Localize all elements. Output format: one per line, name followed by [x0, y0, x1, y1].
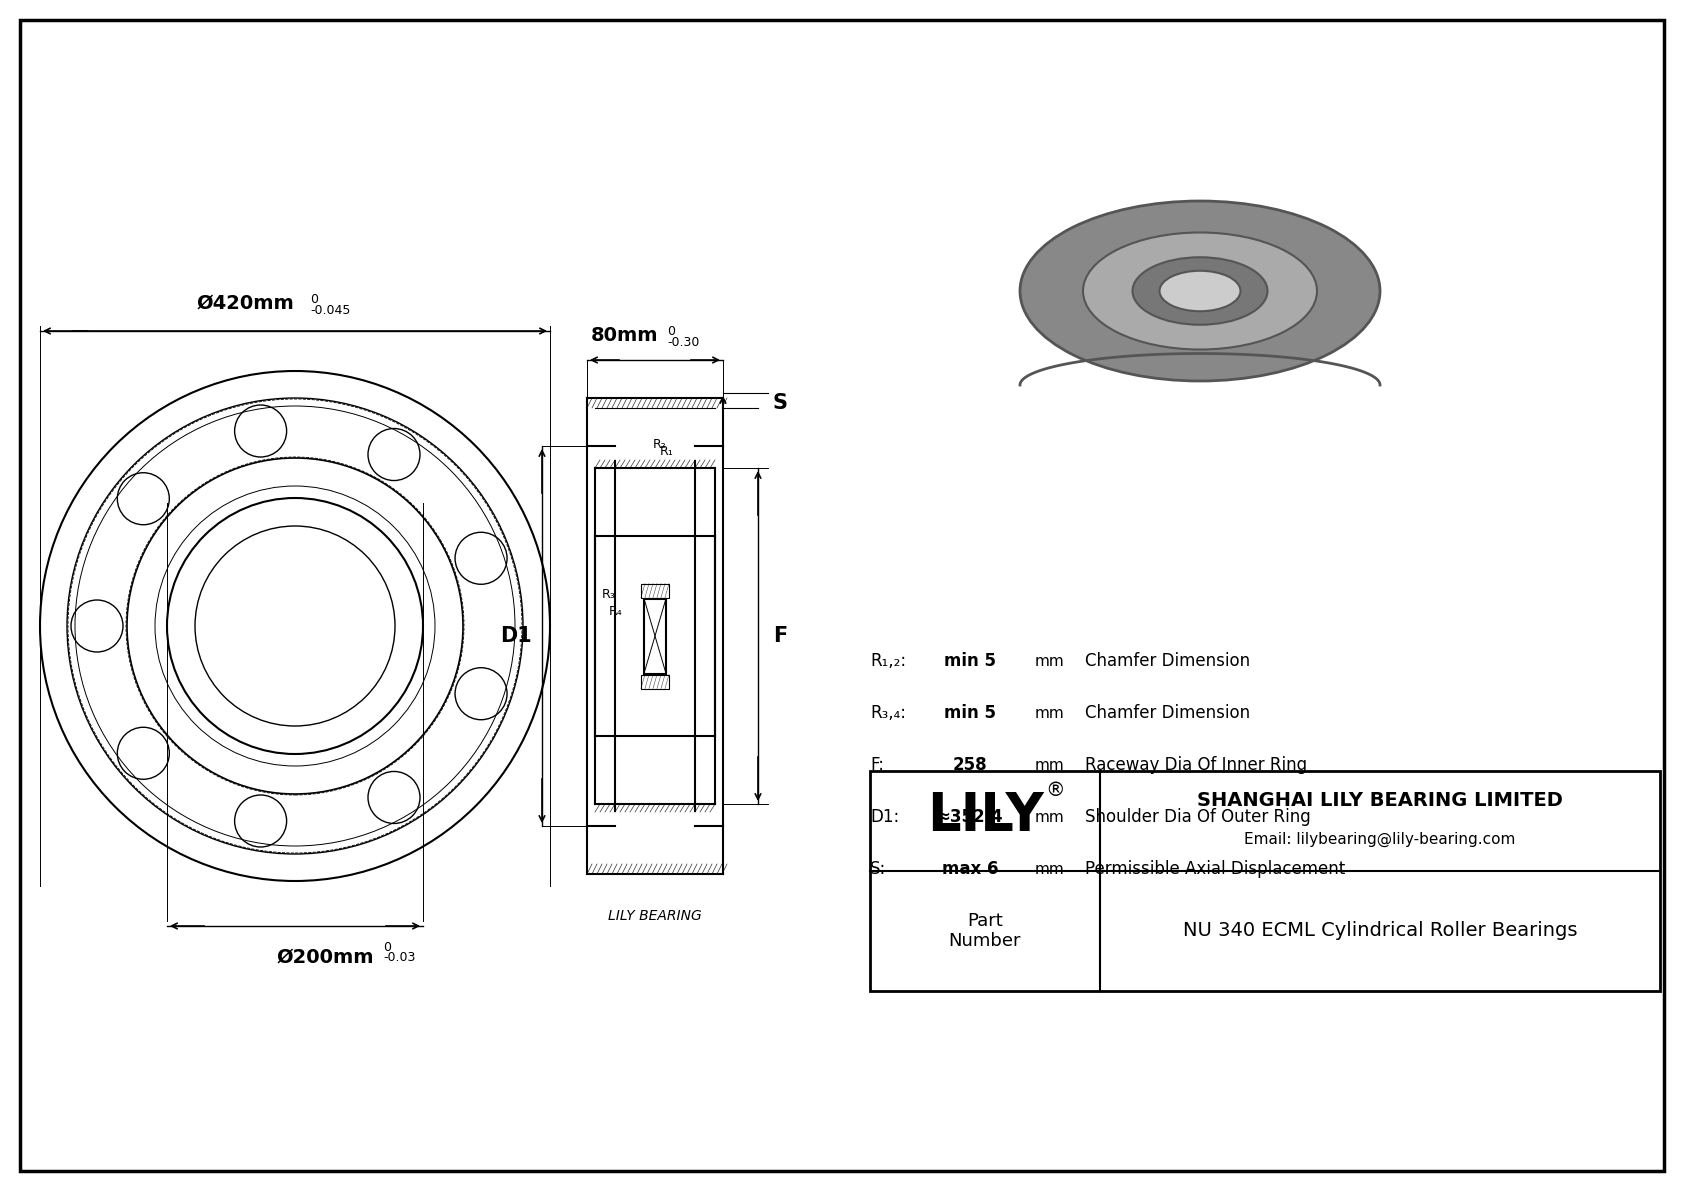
Text: -0.03: -0.03 [382, 950, 416, 964]
Text: R₂: R₂ [653, 438, 667, 451]
Text: 0: 0 [310, 293, 318, 306]
Text: R₁: R₁ [660, 445, 674, 459]
Text: Permissible Axial Displacement: Permissible Axial Displacement [1084, 860, 1346, 878]
Text: Ø200mm: Ø200mm [276, 948, 374, 967]
Text: ≈352.4: ≈352.4 [936, 807, 1004, 827]
Text: min 5: min 5 [945, 651, 995, 671]
Text: D1: D1 [500, 626, 532, 646]
Text: R₁,₂:: R₁,₂: [871, 651, 906, 671]
Text: R₃: R₃ [601, 588, 616, 601]
Text: NU 340 ECML Cylindrical Roller Bearings: NU 340 ECML Cylindrical Roller Bearings [1182, 922, 1578, 941]
Bar [642, 584, 669, 598]
Text: SHANGHAI LILY BEARING LIMITED: SHANGHAI LILY BEARING LIMITED [1197, 792, 1563, 811]
Ellipse shape [1133, 257, 1268, 325]
Text: mm: mm [1036, 705, 1064, 721]
Text: LILY: LILY [926, 790, 1044, 842]
Bar [643, 599, 665, 673]
Text: Raceway Dia Of Inner Ring: Raceway Dia Of Inner Ring [1084, 756, 1307, 774]
Text: 80mm: 80mm [591, 326, 658, 345]
Text: ®: ® [1046, 781, 1064, 800]
Text: mm: mm [1036, 861, 1064, 877]
Text: mm: mm [1036, 654, 1064, 668]
Ellipse shape [1083, 232, 1317, 349]
Text: mm: mm [1036, 810, 1064, 824]
Text: 0: 0 [667, 325, 675, 338]
Text: Ø420mm: Ø420mm [195, 294, 295, 313]
Bar [871, 771, 1660, 991]
Text: Chamfer Dimension: Chamfer Dimension [1084, 704, 1250, 722]
Text: S: S [773, 393, 788, 413]
Text: Chamfer Dimension: Chamfer Dimension [1084, 651, 1250, 671]
Text: -0.30: -0.30 [667, 336, 699, 349]
Text: LILY BEARING: LILY BEARING [608, 909, 702, 923]
Text: -0.045: -0.045 [310, 304, 350, 317]
Text: F:: F: [871, 756, 884, 774]
Text: R₃,₄:: R₃,₄: [871, 704, 906, 722]
Text: S:: S: [871, 860, 886, 878]
Text: Shoulder Dia Of Outer Ring: Shoulder Dia Of Outer Ring [1084, 807, 1310, 827]
Text: F: F [773, 626, 786, 646]
Text: max 6: max 6 [941, 860, 999, 878]
Text: min 5: min 5 [945, 704, 995, 722]
Text: 0: 0 [382, 941, 391, 954]
Ellipse shape [1021, 201, 1379, 381]
Ellipse shape [1160, 270, 1241, 311]
Text: R₄: R₄ [610, 605, 623, 618]
Bar [642, 674, 669, 688]
Text: D1:: D1: [871, 807, 899, 827]
Text: mm: mm [1036, 757, 1064, 773]
Text: 258: 258 [953, 756, 987, 774]
Text: Part
Number: Part Number [948, 911, 1021, 950]
Text: Email: lilybearing@lily-bearing.com: Email: lilybearing@lily-bearing.com [1244, 831, 1516, 847]
